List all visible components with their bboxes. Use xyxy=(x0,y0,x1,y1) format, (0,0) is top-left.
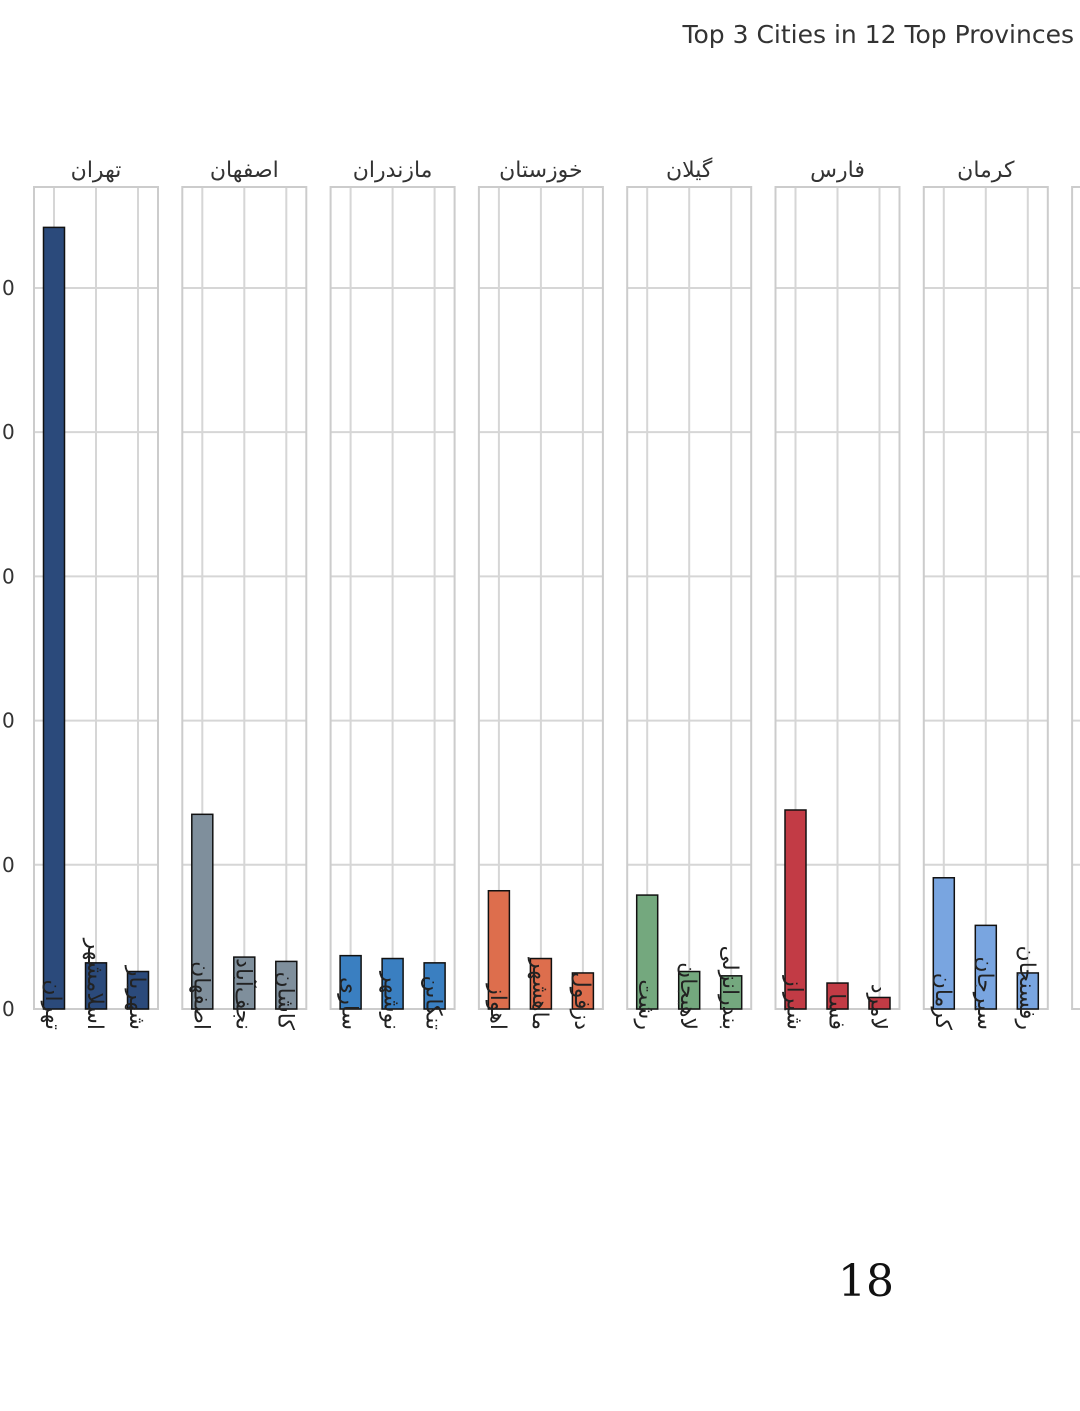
category-label-3-1: ماهشهر xyxy=(527,957,552,1030)
bar-1-1 xyxy=(233,956,256,1010)
category-label-6-1: سیرجان xyxy=(972,956,997,1030)
category-label-5-0: شیراز xyxy=(782,975,807,1030)
bar-2-0 xyxy=(339,954,362,1010)
category-label-2-1: نوشهر xyxy=(379,971,404,1030)
bar-6-0 xyxy=(932,877,956,1010)
page-number: 18 xyxy=(838,1256,894,1307)
bar-2-1 xyxy=(381,957,404,1010)
bar-1-0 xyxy=(191,813,214,1010)
category-label-4-0: رشت xyxy=(633,979,658,1030)
category-label-0-0: تهران xyxy=(40,979,65,1030)
bar-0-2 xyxy=(126,970,150,1010)
category-label-5-2: لامرد xyxy=(866,984,891,1030)
y-tick-label: 0 xyxy=(2,276,15,300)
bar-1-2 xyxy=(275,960,298,1010)
bar-5-1 xyxy=(826,982,849,1010)
category-label-1-1: نجف‌آباد xyxy=(230,958,257,1030)
panel-title-4: گیلان xyxy=(666,157,713,183)
y-tick-label: 0 xyxy=(2,853,15,877)
category-label-2-2: تنکابن xyxy=(421,976,446,1030)
bar-3-0 xyxy=(487,889,511,1010)
panel-title-5: فارس xyxy=(810,158,865,183)
bar-6-2 xyxy=(1016,972,1040,1010)
category-label-3-0: اهواز xyxy=(485,983,510,1030)
bar-0-0 xyxy=(42,226,66,1010)
category-label-6-0: کرمان xyxy=(930,973,955,1031)
y-tick-label: 0 xyxy=(2,997,15,1021)
bar-5-0 xyxy=(784,809,807,1010)
category-label-0-2: شهریار xyxy=(124,965,149,1030)
bar-0-1 xyxy=(84,962,108,1010)
bar-4-1 xyxy=(677,970,701,1010)
category-label-2-0: ساری xyxy=(337,977,362,1030)
category-label-4-1: لاهیجان xyxy=(675,962,700,1030)
category-label-4-2: بندرانزلی xyxy=(717,946,742,1030)
panel-title-2: مازندران xyxy=(353,158,433,183)
bar-3-2 xyxy=(571,972,595,1010)
y-tick-label: 0 xyxy=(2,709,15,733)
panel-title-3: خوزستان xyxy=(499,158,583,183)
bar-5-2 xyxy=(868,996,891,1010)
category-label-6-2: رفسنجان xyxy=(1014,946,1039,1030)
bar-2-2 xyxy=(423,962,446,1010)
panel-title-1: اصفهان xyxy=(210,158,279,183)
chart-title: Top 3 Cities in 12 Top Provinces xyxy=(682,20,1074,49)
panel-title-0: تهران xyxy=(71,158,122,183)
category-label-1-0: اصفهان xyxy=(188,961,213,1030)
panel-frame xyxy=(1071,186,1080,1010)
bar-6-1 xyxy=(974,924,998,1010)
category-label-5-1: فسا xyxy=(824,993,849,1030)
panel-title-6: کرمان xyxy=(957,158,1015,183)
category-label-0-1: اسلامشهر xyxy=(82,938,107,1030)
category-label-1-2: کاشان xyxy=(272,972,297,1031)
category-label-3-2: دزفول xyxy=(569,972,594,1030)
y-tick-label: 0 xyxy=(2,420,15,444)
bar-4-2 xyxy=(719,975,743,1010)
bar-3-1 xyxy=(529,957,553,1010)
y-tick-label: 0 xyxy=(2,564,15,588)
bar-4-0 xyxy=(635,894,659,1010)
